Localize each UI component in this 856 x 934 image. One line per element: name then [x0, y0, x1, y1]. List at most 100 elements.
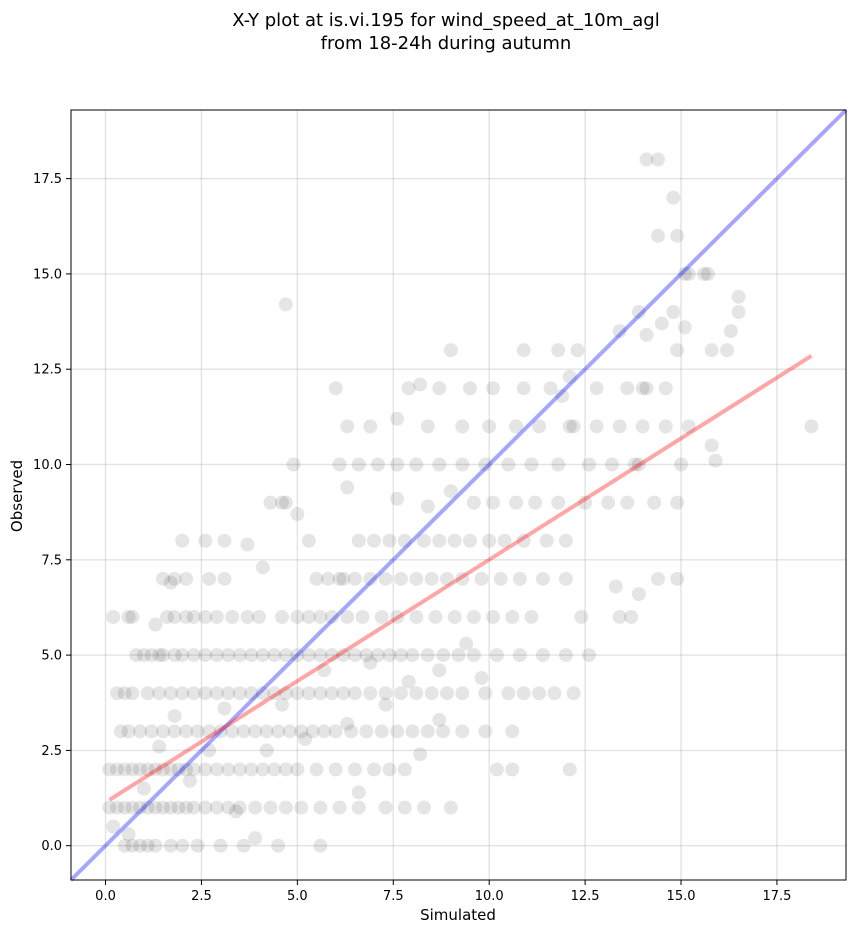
data-point: [175, 648, 190, 663]
data-point: [497, 533, 512, 548]
data-point: [670, 495, 685, 510]
data-point: [370, 648, 385, 663]
data-point: [133, 724, 148, 739]
data-point: [390, 724, 405, 739]
x-tick-label: 15.0: [667, 889, 696, 904]
data-point: [374, 724, 389, 739]
data-point: [290, 648, 305, 663]
data-point: [133, 838, 148, 853]
data-point: [336, 571, 351, 586]
data-point: [209, 648, 224, 663]
data-point: [501, 686, 516, 701]
x-tick-label: 17.5: [762, 889, 791, 904]
data-point: [493, 571, 508, 586]
data-point: [405, 724, 420, 739]
data-point: [359, 648, 374, 663]
data-point: [574, 609, 589, 624]
data-point: [167, 609, 182, 624]
data-point: [152, 648, 167, 663]
data-point: [332, 457, 347, 472]
data-point: [148, 800, 163, 815]
data-point: [459, 636, 474, 651]
data-point: [416, 800, 431, 815]
data-point: [340, 419, 355, 434]
data-point: [125, 800, 140, 815]
data-point: [390, 411, 405, 426]
data-point: [558, 533, 573, 548]
data-point: [121, 827, 136, 842]
data-point: [351, 457, 366, 472]
data-point: [301, 609, 316, 624]
data-point: [324, 609, 339, 624]
data-point: [290, 762, 305, 777]
data-point: [125, 762, 140, 777]
data-point: [140, 838, 155, 853]
data-point: [163, 838, 178, 853]
data-point: [551, 495, 566, 510]
data-point: [240, 609, 255, 624]
data-point: [370, 457, 385, 472]
data-point: [409, 457, 424, 472]
data-point: [455, 724, 470, 739]
data-point: [213, 838, 228, 853]
data-point: [635, 381, 650, 396]
data-point: [167, 571, 182, 586]
data-point: [466, 609, 481, 624]
data-point: [420, 419, 435, 434]
data-point: [405, 648, 420, 663]
data-point: [627, 457, 642, 472]
axis-ticks: 0.0 2.5 5.0 7.5 10.0 12.5 15.0 17.5 0.0 2.5 5.0 7.5…: [33, 172, 791, 904]
data-point: [731, 289, 746, 304]
data-point: [321, 571, 336, 586]
data-point: [551, 457, 566, 472]
data-point: [647, 495, 662, 510]
data-point: [198, 609, 213, 624]
data-point: [167, 648, 182, 663]
data-point: [524, 609, 539, 624]
data-point: [144, 648, 159, 663]
data-point: [509, 419, 524, 434]
data-point: [608, 579, 623, 594]
data-point: [163, 762, 178, 777]
data-point: [420, 499, 435, 514]
data-point: [340, 609, 355, 624]
data-point: [447, 533, 462, 548]
data-point: [670, 228, 685, 243]
data-point: [251, 609, 266, 624]
data-point: [443, 800, 458, 815]
data-point: [198, 648, 213, 663]
data-point: [378, 697, 393, 712]
data-point: [202, 571, 217, 586]
data-point: [731, 305, 746, 320]
data-point: [240, 537, 255, 552]
data-point: [651, 571, 666, 586]
data-point: [631, 587, 646, 602]
data-point: [447, 609, 462, 624]
data-point: [413, 747, 428, 762]
data-point: [148, 838, 163, 853]
data-point: [298, 731, 313, 746]
data-point: [620, 495, 635, 510]
y-tick-label: 10.0: [33, 458, 62, 473]
data-point: [163, 686, 178, 701]
data-point: [443, 484, 458, 499]
data-point: [474, 670, 489, 685]
data-point: [232, 800, 247, 815]
data-point: [156, 762, 171, 777]
data-point: [148, 617, 163, 632]
data-point: [217, 571, 232, 586]
data-point: [455, 457, 470, 472]
data-point: [179, 609, 194, 624]
data-point: [255, 648, 270, 663]
x-tick-label: 5.0: [287, 889, 308, 904]
data-point: [102, 762, 117, 777]
identity-line: [69, 108, 848, 882]
x-tick-label: 12.5: [571, 889, 600, 904]
data-point: [159, 609, 174, 624]
data-point: [397, 800, 412, 815]
data-point: [221, 800, 236, 815]
data-point: [313, 609, 328, 624]
y-tick-label: 17.5: [33, 172, 62, 187]
data-point: [547, 686, 562, 701]
